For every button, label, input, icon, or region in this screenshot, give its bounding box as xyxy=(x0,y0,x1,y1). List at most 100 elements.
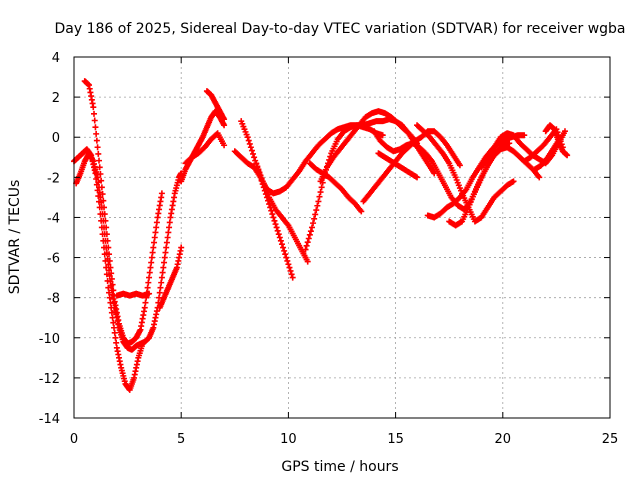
data-point xyxy=(158,274,165,281)
data-point xyxy=(221,122,228,129)
data-point xyxy=(414,174,421,181)
data-point xyxy=(312,211,319,218)
data-point xyxy=(152,229,159,236)
series-arc-14 xyxy=(306,160,365,215)
data-point xyxy=(304,239,311,246)
data-point xyxy=(251,154,258,161)
data-point xyxy=(163,239,170,246)
data-point xyxy=(105,261,112,268)
data-point xyxy=(90,104,97,111)
data-point xyxy=(221,116,228,123)
data-point xyxy=(273,224,280,231)
data-point xyxy=(506,140,513,147)
y-axis-title: SDTVAR / TECUs xyxy=(7,180,23,295)
y-tick-label: -12 xyxy=(39,372,60,387)
data-point xyxy=(156,289,163,296)
data-point xyxy=(561,128,568,135)
data-point xyxy=(521,132,528,139)
data-point xyxy=(94,174,101,181)
data-point xyxy=(102,237,109,244)
y-tick-label: 2 xyxy=(52,91,60,106)
data-point xyxy=(166,219,173,226)
series-arc-24 xyxy=(531,134,564,173)
x-tick-label: 25 xyxy=(602,432,619,447)
data-point xyxy=(153,224,160,231)
data-point xyxy=(282,251,289,258)
data-point xyxy=(305,235,312,242)
data-point xyxy=(141,304,148,311)
data-point xyxy=(112,334,119,341)
data-point xyxy=(94,144,101,151)
data-point xyxy=(166,224,173,231)
data-point xyxy=(557,134,564,141)
chart-title: Day 186 of 2025, Sidereal Day-to-day VTE… xyxy=(54,21,625,37)
plot-frame xyxy=(73,56,611,419)
series-arc-2 xyxy=(81,78,165,347)
data-point xyxy=(254,163,261,170)
x-axis-title: GPS time / hours xyxy=(281,459,398,475)
data-point xyxy=(150,244,157,251)
data-point xyxy=(106,294,113,301)
data-point xyxy=(164,234,171,241)
data-point xyxy=(317,189,324,196)
data-point xyxy=(318,184,325,191)
data-point xyxy=(159,269,166,276)
data-point xyxy=(106,272,113,279)
series-arc-3 xyxy=(73,150,185,353)
data-point xyxy=(98,204,105,211)
data-point xyxy=(148,254,155,261)
y-tick-label: -6 xyxy=(47,252,60,267)
data-point xyxy=(255,166,262,173)
series-arc-1 xyxy=(71,146,146,393)
data-point xyxy=(100,217,107,224)
data-point xyxy=(110,319,117,326)
data-point xyxy=(315,198,322,205)
data-point xyxy=(221,142,228,149)
data-point xyxy=(111,329,118,336)
data-point xyxy=(142,299,149,306)
data-point xyxy=(92,124,99,131)
series-arc-8 xyxy=(182,130,228,167)
data-point xyxy=(253,160,260,167)
data-point xyxy=(289,274,296,281)
data-point xyxy=(280,244,287,251)
data-point xyxy=(96,189,103,196)
data-point xyxy=(91,110,98,117)
x-tick-label: 5 xyxy=(177,432,185,447)
data-point xyxy=(153,219,160,226)
data-point xyxy=(98,199,105,206)
data-point xyxy=(99,211,106,218)
data-point xyxy=(96,157,103,164)
data-point xyxy=(250,150,257,157)
data-point xyxy=(95,150,102,157)
data-point xyxy=(151,234,158,241)
series-arc-6 xyxy=(178,108,228,185)
data-point xyxy=(101,231,108,238)
data-point xyxy=(151,239,158,246)
data-point xyxy=(97,194,104,201)
y-tick-label: 4 xyxy=(52,51,60,66)
data-point xyxy=(257,172,264,179)
data-point xyxy=(277,237,284,244)
data-point xyxy=(178,244,185,251)
data-point xyxy=(274,227,281,234)
data-point xyxy=(379,132,386,139)
data-point xyxy=(284,257,291,264)
series-arc-21 xyxy=(478,128,568,171)
data-point xyxy=(311,215,318,222)
data-point xyxy=(103,250,110,257)
data-point xyxy=(286,264,293,271)
data-point xyxy=(91,117,98,124)
data-point xyxy=(271,217,278,224)
series-arc-10 xyxy=(238,118,296,281)
series-arc-23 xyxy=(542,122,571,159)
data-point xyxy=(268,207,275,214)
data-point xyxy=(156,294,163,301)
x-tick-label: 15 xyxy=(387,432,404,447)
data-point xyxy=(96,164,103,171)
series-arc-18 xyxy=(414,122,517,225)
data-point xyxy=(276,234,283,241)
data-point xyxy=(163,244,170,251)
series-arc-17 xyxy=(375,150,421,181)
